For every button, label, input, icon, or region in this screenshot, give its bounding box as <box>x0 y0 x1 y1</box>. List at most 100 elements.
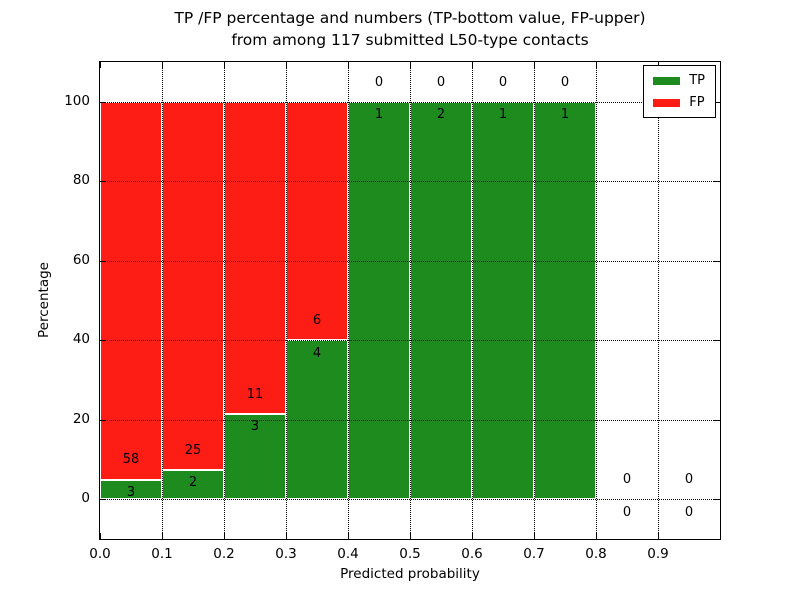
y-tick-mark <box>100 499 106 501</box>
x-tick-mark <box>534 533 535 539</box>
y-tick-mark <box>714 260 720 262</box>
y-tick-mark <box>714 499 720 501</box>
x-tick-mark <box>658 533 659 539</box>
tp-count-label: 3 <box>250 419 260 435</box>
tp-bar-segment <box>410 101 472 500</box>
x-tick-label: 0.0 <box>89 546 111 562</box>
tp-count-label: 2 <box>436 107 446 123</box>
fp-count-label: 25 <box>184 442 202 458</box>
y-tick-label: 0 <box>81 490 90 507</box>
fp-legend-label: FP <box>689 95 705 110</box>
tp-count-label: 2 <box>188 475 198 491</box>
x-tick-mark <box>410 62 411 68</box>
tp-count-label: 1 <box>374 107 384 123</box>
x-tick-mark <box>472 62 473 68</box>
x-tick-mark <box>162 533 163 539</box>
x-tick-label: 0.6 <box>461 546 483 562</box>
fp-count-label: 0 <box>374 74 384 90</box>
x-gridline <box>410 62 411 539</box>
y-tick-mark <box>100 340 106 342</box>
x-tick-mark <box>348 62 349 68</box>
y-tick-mark <box>100 181 106 183</box>
fp-bar-segment <box>286 101 348 341</box>
fp-count-label: 0 <box>436 74 446 90</box>
tp-legend-label: TP <box>689 73 705 88</box>
tp-bar-segment <box>100 479 162 500</box>
plot-area: TP FP 0.0 0.1 0.2 0.3 0.4 0.5 0.6 0.7 0.8 0.9 0 20 4… <box>64 61 721 562</box>
chart-title-line2: from among 117 submitted L50-type contac… <box>231 31 589 49</box>
x-tick-mark <box>224 533 225 539</box>
x-tick-label: 0.2 <box>213 546 235 562</box>
x-tick-label: 0.8 <box>585 546 607 562</box>
x-tick-mark <box>286 62 287 68</box>
x-tick-mark <box>410 533 411 539</box>
x-tick-mark <box>100 533 101 539</box>
x-tick-mark <box>286 533 287 539</box>
x-tick-mark <box>472 533 473 539</box>
tp-bar-segment <box>472 101 534 500</box>
tp-count-label: 3 <box>126 485 136 500</box>
x-gridline <box>224 62 225 539</box>
fp-count-label: 0 <box>622 472 632 487</box>
x-tick-label: 0.3 <box>275 546 297 562</box>
fp-count-label: 11 <box>246 386 264 402</box>
x-gridline <box>286 62 287 539</box>
fp-count-label: 58 <box>122 452 140 468</box>
tp-count-label: 1 <box>498 107 508 123</box>
x-gridline <box>162 62 163 539</box>
y-axis-label: Percentage <box>36 262 52 338</box>
x-tick-mark <box>162 62 163 68</box>
x-gridline <box>596 62 597 539</box>
tp-bar-segment <box>534 101 596 500</box>
fp-count-label: 0 <box>560 74 570 90</box>
legend-entry-tp: TP <box>653 73 705 88</box>
legend: TP FP <box>643 65 716 118</box>
fp-bar-segment <box>224 101 286 415</box>
x-gridline <box>472 62 473 539</box>
y-tick-mark <box>100 260 106 262</box>
chart-title-line1: TP /FP percentage and numbers (TP-bottom… <box>174 9 646 27</box>
fp-bar-segment <box>162 101 224 470</box>
y-tick-mark <box>714 419 720 421</box>
x-tick-label: 0.9 <box>647 546 669 562</box>
y-tick-label: 60 <box>72 251 90 268</box>
fp-count-label: 0 <box>498 74 508 90</box>
y-tick-mark <box>100 419 106 421</box>
tp-legend-swatch-icon <box>653 76 681 85</box>
tp-bar-segment <box>162 469 224 500</box>
x-tick-mark <box>534 62 535 68</box>
chart-title: TP /FP percentage and numbers (TP-bottom… <box>100 7 720 51</box>
tp-count-label: 0 <box>684 504 694 520</box>
y-tick-label: 20 <box>72 410 90 427</box>
x-gridline <box>534 62 535 539</box>
tp-count-label: 0 <box>622 504 632 520</box>
fp-count-label: 6 <box>312 313 322 328</box>
x-tick-mark <box>596 62 597 68</box>
tp-count-label: 4 <box>312 345 322 361</box>
y-tick-mark <box>714 101 720 103</box>
x-gridline <box>348 62 349 539</box>
legend-entry-fp: FP <box>653 95 705 110</box>
fp-count-label: 0 <box>684 472 694 487</box>
y-tick-mark <box>714 340 720 342</box>
y-tick-mark <box>714 181 720 183</box>
x-tick-label: 0.1 <box>151 546 173 562</box>
y-tick-label: 100 <box>64 92 90 109</box>
x-tick-label: 0.7 <box>523 546 545 562</box>
x-axis-label: Predicted probability <box>340 566 480 582</box>
fp-bar-segment <box>100 101 162 480</box>
tp-count-label: 1 <box>560 107 570 123</box>
y-tick-label: 40 <box>72 331 90 348</box>
fp-legend-swatch-icon <box>653 98 681 107</box>
x-gridline <box>658 62 659 539</box>
x-tick-mark <box>224 62 225 68</box>
x-tick-mark <box>100 62 101 68</box>
y-tick-label: 80 <box>72 172 90 189</box>
x-tick-mark <box>348 533 349 539</box>
y-tick-mark <box>100 101 106 103</box>
x-tick-label: 0.5 <box>399 546 421 562</box>
x-tick-label: 0.4 <box>337 546 359 562</box>
tp-bar-segment <box>348 101 410 500</box>
x-tick-mark <box>596 533 597 539</box>
